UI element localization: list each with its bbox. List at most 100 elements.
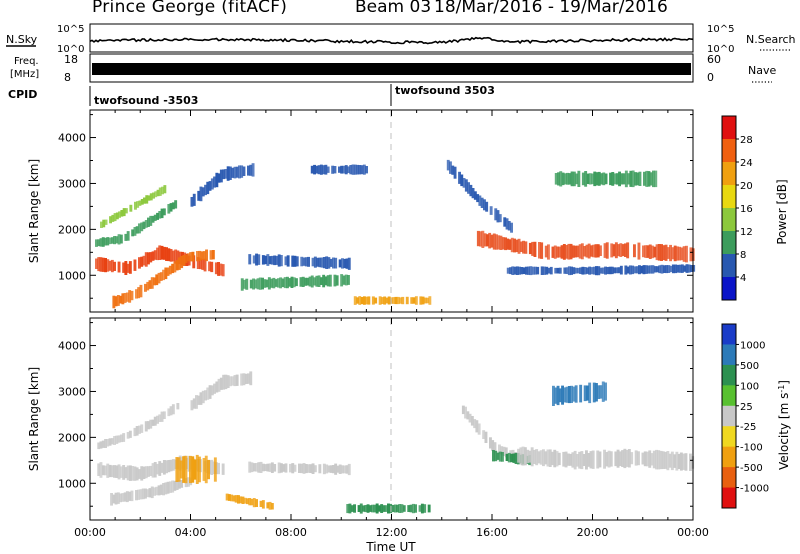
power-band-13 [554,170,658,188]
x-tick-1: 04:00 [175,110,206,539]
velocity-colorbar-frame [721,323,737,509]
x-tick-6: 00:00 [677,110,709,539]
x-tick-5: 20:00 [577,110,609,539]
velocity-colorbar-swatch-4 [722,385,736,407]
power-band-5 [190,163,255,207]
nsky-label: N.Sky [6,33,38,46]
station-title: Prince George (fitACF) [92,0,288,17]
power-colorbar-swatch-4 [722,185,736,209]
freq-unit: [MHz] [10,69,39,80]
velocity-colorbar-swatch-9 [722,487,736,509]
svg-text:16:00: 16:00 [476,526,508,539]
power-colorbar-swatch-8 [722,277,736,301]
velocity-colorbar-swatch-2 [722,344,736,366]
power-band-2 [112,249,215,309]
velocity-colorbar: 1000 500 100 25 -25 -100 -500 -1000 [721,323,769,509]
svg-text:12: 12 [740,227,753,238]
power-band-3 [95,200,178,247]
power-band-9 [353,296,432,305]
velocity-band-12 [552,381,607,406]
velocity-colorbar-tick-5: -25 [736,422,756,433]
power-colorbar-tick-3: 20 [736,181,753,192]
cpid-segment-2: twofsound 3503 [395,84,495,97]
svg-text:-25: -25 [740,422,756,433]
power-panel: 1000 2000 3000 4000 Slant Range [km] 28 24 20… [27,109,789,313]
velocity-colorbar-tick-2: 500 [736,361,759,372]
freq-label: Freq. [14,56,39,67]
velocity-panel: 1000 2000 3000 4000 Slant Range [km] 1000 50… [27,317,792,521]
beam-label: Beam 03 [355,0,432,17]
velocity-band-6 [225,493,274,510]
power-y-tick-1000: 1000 [58,269,693,282]
svg-text:-500: -500 [740,463,763,474]
nsearch-tick-top: 10^5 [707,24,734,35]
svg-text:8: 8 [740,250,746,261]
velocity-y-axis: 1000 2000 3000 4000 [58,322,693,507]
power-band-11 [476,230,695,263]
power-colorbar-tick-1: 28 [736,135,753,146]
power-colorbar-swatch-6 [722,231,736,255]
velocity-band-8 [346,503,431,514]
nsky-tick-bottom: 10^0 [57,44,84,55]
nave-tick-bottom: 0 [707,71,714,84]
svg-text:3000: 3000 [58,385,86,398]
freq-panel: Freq. [MHz] 18 8 60 0 Nave [10,53,776,84]
date-range: 18/Mar/2016 - 19/Mar/2016 [434,0,668,17]
cpid-segment-1: twofsound -3503 [94,94,198,107]
freq-tick-top: 18 [64,53,78,66]
velocity-y-tick-4000: 4000 [58,340,693,353]
velocity-y-tick-1000: 1000 [58,477,693,490]
time-x-axis: 00:00 04:00 08:00 12:00 16:00 20:00 00:00 [74,110,709,539]
velocity-colorbar-tick-6: -100 [736,443,763,454]
svg-text:25: 25 [740,402,753,413]
svg-text:08:00: 08:00 [275,526,307,539]
freq-tick-bottom: 8 [64,71,71,84]
velocity-colorbar-tick-8: -1000 [736,484,769,495]
power-bands [95,159,696,309]
nsearch-label: N.Search [746,33,796,46]
velocity-colorbar-label: Velocity [m s-1] [777,380,792,470]
nave-tick-top: 60 [707,53,721,66]
velocity-colorbar-swatch-3 [722,364,736,386]
power-colorbar-swatch-3 [722,162,736,186]
svg-text:4000: 4000 [58,340,86,353]
power-colorbar-swatch-5 [722,208,736,232]
svg-text:-100: -100 [740,443,763,454]
nave-label: Nave [748,64,776,77]
velocity-colorbar-swatch-5 [722,405,736,427]
x-tick-0: 00:00 [74,110,106,539]
velocity-band-4 [97,403,180,450]
svg-text:00:00: 00:00 [74,526,106,539]
power-y-axis: 1000 2000 3000 4000 [58,114,693,299]
power-colorbar-swatch-7 [722,254,736,278]
power-y-tick-4000: 4000 [58,132,693,145]
velocity-colorbar-swatch-1 [722,324,736,345]
freq-band [92,63,691,75]
nsky-tick-top: 10^5 [57,24,84,35]
svg-text:20: 20 [740,181,753,192]
svg-text:16: 16 [740,204,753,215]
power-colorbar-tick-2: 24 [736,158,753,169]
velocity-y-tick-2000: 2000 [58,431,693,444]
x-tick-4: 16:00 [476,110,508,539]
svg-text:1000: 1000 [740,340,765,351]
velocity-band-7 [248,461,351,476]
svg-text:1000: 1000 [58,477,86,490]
power-colorbar-tick-5: 12 [736,227,753,238]
svg-text:-1000: -1000 [740,484,769,495]
velocity-band-5 [190,371,253,411]
svg-text:28: 28 [740,135,753,146]
svg-text:2000: 2000 [58,431,86,444]
svg-text:20:00: 20:00 [577,526,609,539]
power-band-8 [310,164,368,175]
svg-text:100: 100 [740,381,759,392]
svg-text:4: 4 [740,273,746,284]
svg-text:00:00: 00:00 [677,526,709,539]
svg-text:4000: 4000 [58,132,86,145]
velocity-colorbar-tick-4: 25 [736,402,753,413]
power-band-6 [248,253,351,270]
power-y-tick-2000: 2000 [58,223,693,236]
svg-text:1000: 1000 [58,269,86,282]
